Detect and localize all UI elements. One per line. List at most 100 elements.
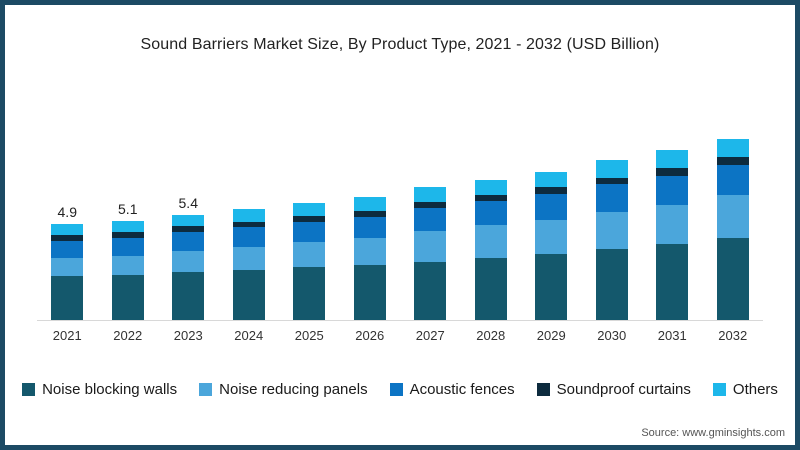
x-axis-tick-label: 2024 [234,328,264,343]
bar-segment[interactable] [716,195,749,239]
legend-item[interactable]: Noise blocking walls [22,381,177,398]
x-axis-tick-label: 2022 [113,328,143,343]
bar-segment[interactable] [232,246,265,271]
source-attribution: Source: www.gminsights.com [641,427,785,439]
bar-segment[interactable] [474,257,507,320]
bar-column [582,86,643,320]
legend-swatch-icon [199,383,213,396]
chart-area: 4.9 5.1 5.4 2021 2022 2023 2024 2025 2026 2027 20… [37,86,763,343]
bar-segment[interactable] [232,227,265,247]
bar-segment[interactable] [595,184,628,212]
bar-segment[interactable] [293,221,326,243]
bar-segment[interactable] [232,208,265,222]
x-axis-tick-label: 2031 [657,328,687,343]
stacked-bar[interactable] [716,138,749,320]
bar-segment[interactable] [474,201,507,226]
bar-segment[interactable] [353,238,386,266]
stacked-bar[interactable] [595,160,628,320]
legend-label: Noise blocking walls [42,381,178,398]
bar-segment[interactable] [293,242,326,268]
plot-area: 4.9 5.1 5.4 [37,86,763,321]
stacked-bar[interactable] [51,224,84,320]
bar-segment[interactable] [716,157,749,165]
bar-column [461,86,522,320]
stacked-bar[interactable] [293,203,326,320]
bar-column [521,86,582,320]
bar-column [340,86,401,320]
legend-swatch-icon [536,383,550,396]
bar-segment[interactable] [595,248,628,320]
legend-item[interactable]: Soundproof curtains [536,381,691,398]
legend-item[interactable]: Acoustic fences [389,381,515,398]
bar-segment[interactable] [172,226,205,233]
bar-segment[interactable] [353,197,386,211]
bar-segment[interactable] [51,276,84,320]
bar-segment[interactable] [414,261,447,320]
chart-title: Sound Barriers Market Size, By Product T… [140,36,660,53]
bar-segment[interactable] [716,138,749,158]
bar-segment[interactable] [111,238,144,256]
legend-label: Soundproof curtains [556,381,691,398]
bar-segment[interactable] [293,267,326,320]
bar-segment[interactable] [474,225,507,258]
bar-segment[interactable] [656,175,689,205]
bar-segment[interactable] [111,255,144,276]
bar-segment[interactable] [111,232,144,239]
bar-segment[interactable] [172,250,205,273]
bar-column [400,86,461,320]
stacked-bar[interactable] [474,179,507,320]
bar-segment[interactable] [595,177,628,185]
bar-segment[interactable] [172,272,205,320]
bar-segment[interactable] [535,194,568,220]
bar-segment[interactable] [232,270,265,320]
bar-segment[interactable] [353,210,386,217]
stacked-bar[interactable] [172,214,205,320]
stacked-bar[interactable] [232,208,265,320]
x-axis-tick-label: 2027 [415,328,445,343]
bar-segment[interactable] [595,211,628,249]
legend-item[interactable]: Noise reducing panels [199,381,368,398]
stacked-bar[interactable] [656,150,689,320]
bar-segment[interactable] [535,187,568,195]
bar-segment[interactable] [474,179,507,196]
stacked-bar[interactable] [111,220,144,320]
stacked-bar[interactable] [535,171,568,320]
bar-segment[interactable] [474,195,507,202]
bar-segment[interactable] [716,165,749,196]
bar-segment[interactable] [51,241,84,258]
bar-segment[interactable] [656,204,689,244]
bar-column [642,86,703,320]
bar-segment[interactable] [535,171,568,188]
bar-segment[interactable] [414,231,447,262]
bar-segment[interactable] [293,203,326,216]
bar-segment[interactable] [51,257,84,277]
bar-segment[interactable] [595,160,628,178]
legend-label: Noise reducing panels [219,381,368,398]
bar-segment[interactable] [111,275,144,320]
x-axis-tick-label: 2025 [294,328,324,343]
stacked-bar[interactable] [353,197,386,320]
bar-segment[interactable] [414,202,447,208]
bar-segment[interactable] [172,232,205,251]
bar-segment[interactable] [293,215,326,222]
bar-segment[interactable] [353,216,386,239]
bar-segment[interactable] [414,207,447,232]
bar-segment[interactable] [716,238,749,320]
bar-segment[interactable] [232,221,265,228]
stacked-bar[interactable] [414,187,447,320]
bar-segment[interactable] [414,187,447,203]
bar-segment[interactable] [535,219,568,254]
bar-segment[interactable] [51,235,84,242]
bar-segment[interactable] [535,253,568,320]
bar-value-label: 5.1 [118,200,138,217]
bar-segment[interactable] [172,214,205,227]
legend-item[interactable]: Others [712,381,778,398]
bar-segment[interactable] [656,150,689,168]
bar-segment[interactable] [656,167,689,176]
bar-segment[interactable] [111,220,144,233]
x-axis-labels: 2021 2022 2023 2024 2025 2026 2027 2028 2029 2030… [37,328,763,343]
bar-segment[interactable] [656,243,689,320]
bar-segment[interactable] [51,224,84,236]
bar-segment[interactable] [353,265,386,320]
